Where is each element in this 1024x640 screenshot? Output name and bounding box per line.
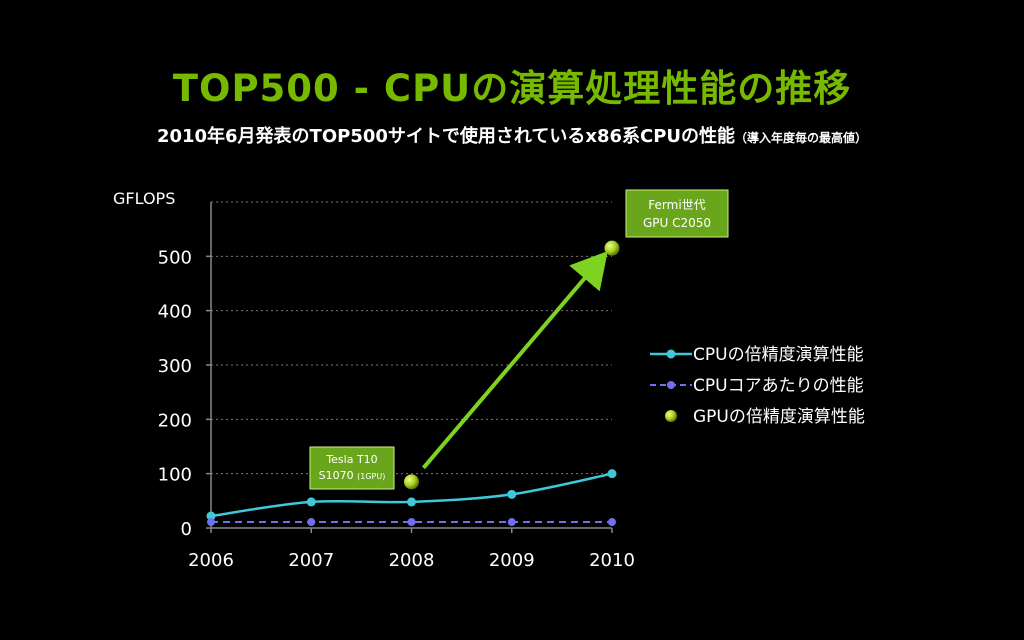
tesla-callout-line1: Tesla T10 bbox=[325, 453, 377, 466]
x-tick-label: 2009 bbox=[489, 550, 535, 571]
x-tick-label: 2006 bbox=[188, 550, 234, 571]
series-layer bbox=[206, 240, 620, 527]
y-tick-label: 400 bbox=[158, 302, 192, 323]
y-tick-label: 0 bbox=[181, 519, 192, 540]
axes bbox=[206, 202, 613, 533]
x-tick-labels: 2006 2007 2008 2009 2010 bbox=[188, 550, 635, 571]
legend-cpu-swatch-marker bbox=[666, 349, 676, 359]
legend-core-swatch-marker bbox=[667, 381, 675, 389]
cpu-point bbox=[607, 469, 617, 479]
legend-gpu-label: GPUの倍精度演算性能 bbox=[693, 407, 865, 427]
gpu-point bbox=[604, 240, 620, 256]
cpu-point bbox=[407, 497, 416, 507]
core-point bbox=[407, 518, 416, 527]
page-subtitle: 2010年6月発表のTOP500サイトで使用されているx86系CPUの性能（導入… bbox=[0, 122, 1024, 148]
core-point bbox=[307, 518, 316, 527]
cpu-point bbox=[306, 497, 316, 507]
y-tick-label: 100 bbox=[158, 465, 192, 486]
x-tick-label: 2010 bbox=[589, 550, 635, 571]
growth-arrow bbox=[421, 251, 608, 470]
subtitle-text: 2010年6月発表のTOP500サイトで使用されているx86系CPUの性能 bbox=[156, 126, 736, 147]
grid-lines bbox=[211, 201, 612, 475]
subtitle-note: （導入年度毎の最高値） bbox=[735, 131, 868, 145]
core-point bbox=[207, 518, 215, 527]
tesla-callout-line2: S1070 (1GPU) bbox=[319, 469, 386, 482]
legend-core-label: CPUコアあたりの性能 bbox=[693, 376, 864, 396]
core-point bbox=[608, 518, 616, 527]
y-tick-label: 500 bbox=[158, 247, 192, 268]
y-tick-label: 200 bbox=[158, 410, 192, 431]
y-tick-label: 300 bbox=[158, 356, 192, 377]
cpu-point bbox=[507, 489, 517, 499]
fermi-callout-line1: Fermi世代 bbox=[648, 198, 705, 212]
x-tick-label: 2007 bbox=[288, 550, 334, 571]
gpu-point bbox=[404, 474, 419, 490]
y-tick-labels: 0 100 200 300 400 500 bbox=[158, 247, 192, 540]
legend: CPUの倍精度演算性能 CPUコアあたりの性能 GPUの倍精度演算性能 bbox=[650, 345, 865, 427]
annotations: Tesla T10 S1070 (1GPU) Fermi世代 GPU C2050 bbox=[309, 189, 729, 490]
legend-cpu-label: CPUの倍精度演算性能 bbox=[693, 345, 864, 365]
fermi-callout-line2: GPU C2050 bbox=[643, 216, 711, 230]
x-tick-label: 2008 bbox=[389, 550, 435, 571]
core-point bbox=[507, 518, 516, 527]
y-axis-label: GFLOPS bbox=[113, 189, 175, 208]
legend-gpu-swatch-marker bbox=[665, 410, 677, 422]
cpu-point bbox=[206, 511, 216, 521]
fermi-callout-box bbox=[625, 189, 729, 238]
page-title: TOP500 - CPUの演算処理性能の推移 bbox=[172, 67, 852, 110]
tesla-callout-box bbox=[309, 446, 395, 490]
